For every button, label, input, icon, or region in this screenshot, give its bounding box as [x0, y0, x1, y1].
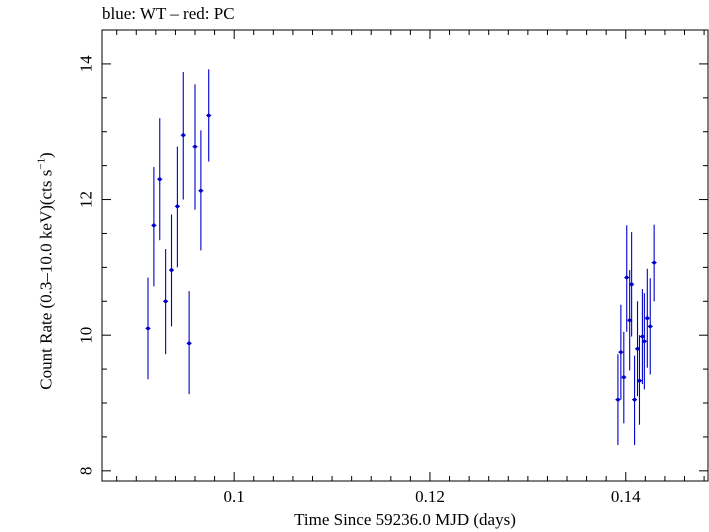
data-point: [186, 291, 192, 395]
x-tick-label: 0.14: [611, 487, 641, 506]
data-point: [157, 118, 163, 241]
data-point: [180, 72, 186, 200]
x-axis-label: Time Since 59236.0 MJD (days): [294, 510, 516, 529]
data-point: [618, 304, 624, 400]
data-point: [163, 249, 169, 355]
data-point: [641, 293, 647, 390]
y-axis-label: Count Rate (0.3–10.0 keV)(cts s−1): [36, 152, 57, 389]
x-tick-label: 0.1: [224, 487, 245, 506]
data-point: [632, 355, 638, 446]
data-point: [621, 331, 627, 424]
point-marker: [637, 378, 642, 383]
axis-tick-labels: 0.1 0.12 0.14 8 10 12 14: [77, 55, 642, 506]
y-tick-label: 8: [77, 467, 96, 476]
data-point: [627, 270, 633, 371]
point-marker: [642, 339, 647, 344]
data-point: [629, 232, 635, 337]
point-marker: [640, 334, 645, 339]
data-point: [145, 277, 151, 380]
data-point: [651, 224, 657, 302]
point-marker: [648, 324, 653, 329]
point-marker: [187, 341, 191, 346]
point-marker: [619, 350, 623, 354]
y-axis-label-exponent: −1: [35, 157, 48, 170]
point-marker: [632, 397, 637, 402]
data-point: [192, 84, 198, 210]
point-marker: [206, 113, 211, 118]
y-tick-label: 12: [77, 191, 96, 208]
data-point: [644, 268, 650, 368]
axis-ticks: [102, 29, 708, 481]
y-axis-label-end: ): [36, 152, 56, 158]
point-marker: [181, 133, 186, 137]
data-point: [624, 225, 630, 332]
point-marker: [627, 318, 632, 323]
point-marker: [169, 268, 174, 272]
point-marker: [622, 375, 626, 380]
data-point: [174, 146, 180, 268]
x-tick-label: 0.12: [415, 487, 445, 506]
y-axis-label-main: Count Rate (0.3–10.0 keV)(cts s: [36, 169, 56, 390]
point-marker: [175, 204, 180, 209]
data-point: [169, 214, 175, 327]
point-marker: [629, 282, 634, 287]
y-tick-label: 14: [77, 55, 96, 73]
point-marker: [624, 275, 629, 280]
point-marker: [193, 144, 197, 149]
data-point: [647, 278, 653, 375]
data-point: [615, 354, 621, 446]
point-marker: [163, 299, 168, 304]
point-marker: [157, 177, 162, 182]
point-marker: [616, 397, 620, 402]
data-points: [145, 69, 657, 446]
point-marker: [152, 223, 156, 228]
point-marker: [645, 316, 650, 321]
chart-title: blue: WT – red: PC: [102, 4, 235, 23]
point-marker: [199, 188, 203, 193]
data-point: [636, 335, 642, 425]
data-point: [198, 130, 204, 251]
y-tick-label: 10: [77, 327, 96, 344]
point-marker: [635, 346, 640, 351]
point-marker: [652, 260, 656, 265]
point-marker: [146, 326, 150, 331]
data-point: [151, 166, 157, 287]
plot-frame: [101, 29, 709, 482]
data-point: [206, 69, 212, 162]
